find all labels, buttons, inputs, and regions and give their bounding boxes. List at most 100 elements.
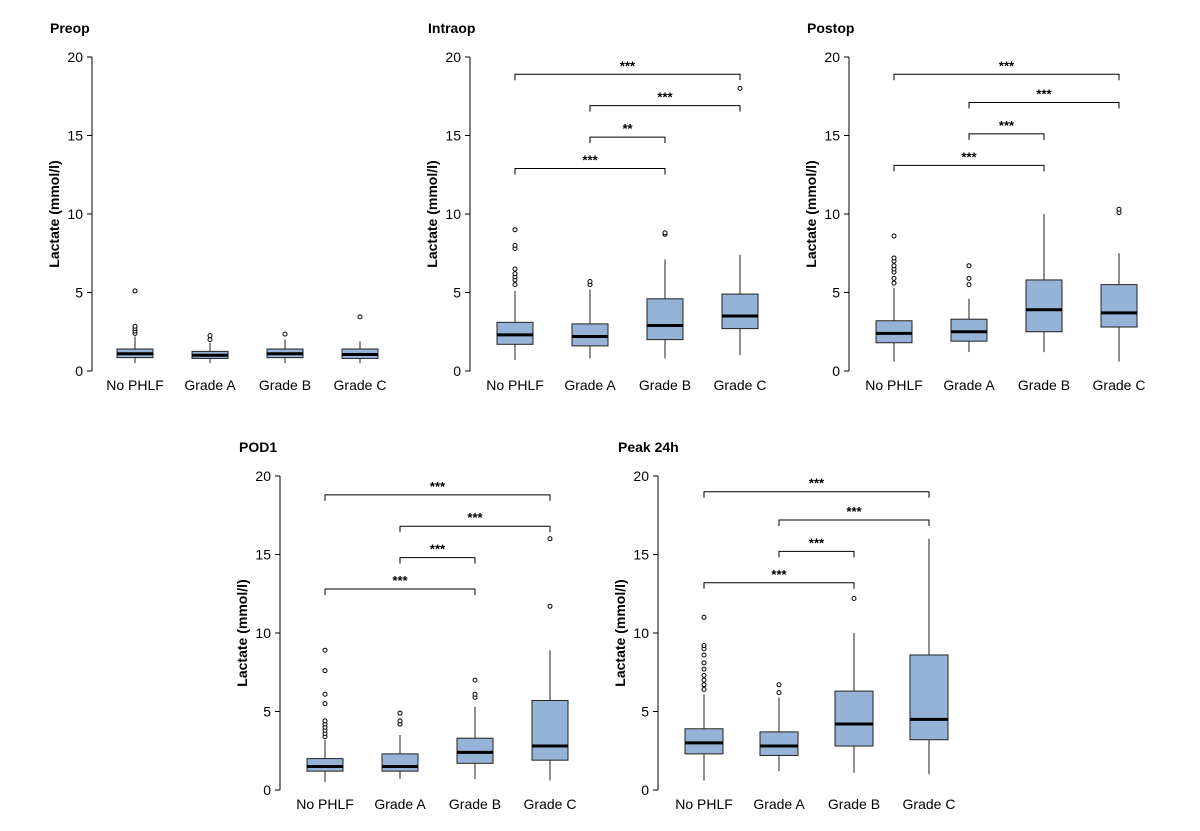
x-tick-label: Grade A [184,377,236,393]
chart-title: Intraop [428,20,476,36]
significance-bracket [324,588,476,596]
x-tick-label: Grade A [564,377,616,393]
box-iqr [571,323,609,347]
significance-bracket [893,164,1045,172]
outlier-point [891,255,897,261]
outlier-point [776,682,782,688]
outlier-point [512,227,518,233]
significance-bracket [399,525,551,533]
outlier-point [547,603,553,609]
significance-label: *** [467,510,483,525]
chart-svg: 0 5 10 15 20 Lactate (mmol/l) No PHLF Grade A Gr… [612,468,955,812]
chart-svg: 0 5 10 15 20 Lactate (mmol/l) No PHLF Grade A Gr… [234,468,577,812]
significance-label: *** [961,149,977,164]
outlier-point [132,323,138,329]
significance-bracket [968,133,1045,140]
chart-title: Postop [807,20,855,36]
significance-label: *** [1036,87,1052,102]
significance-label: *** [657,90,673,105]
significance-bracket [778,519,930,526]
outlier-point [512,266,518,272]
significance-label: *** [620,58,636,73]
significance-bracket [399,557,476,564]
significance-bracket [589,136,666,144]
chart-panel-intraop: Intraop 0 5 10 15 20 Lactate (mmol/l) No PHLF G… [380,0,780,410]
y-tick-label: 0 [263,782,271,798]
x-tick-label: No PHLF [296,796,354,812]
outlier-point [891,280,897,286]
x-tick-label: Grade B [1018,377,1070,393]
outlier-point [891,263,897,269]
x-tick-label: Grade A [943,377,995,393]
box-iqr [1025,279,1063,333]
box-iqr [909,654,949,741]
box-iqr [834,690,874,747]
chart-svg: 0 5 10 15 20 Lactate (mmol/l) No PHLF Grade A Gr… [46,49,387,393]
outlier-point [701,682,707,688]
outlier-point [207,333,213,339]
y-tick-label: 5 [263,704,271,720]
y-tick-label: 10 [445,206,461,222]
y-tick-label: 10 [255,625,271,641]
outlier-point [397,718,403,724]
outlier-point [662,230,668,236]
chart-panel-peak-24h: Peak 24h 0 5 10 15 20 Lactate (mmol/l) No PHLF… [570,418,970,831]
x-tick-label: Grade C [524,796,577,812]
significance-bracket [514,167,666,175]
y-tick-label: 15 [255,547,271,563]
chart-panel-postop: Postop 0 5 10 15 20 Lactate (mmol/l) No PHLF Gr… [758,0,1158,410]
outlier-point [737,85,743,91]
x-tick-label: Grade C [334,377,387,393]
box-iqr [306,758,344,772]
significance-bracket [968,102,1120,109]
box-iqr [950,318,988,342]
y-tick-label: 20 [67,49,83,65]
chart-svg: 0 5 10 15 20 Lactate (mmol/l) No PHLF Grade A Gr… [803,49,1146,393]
outlier-point [701,677,707,683]
outlier-point [322,691,328,697]
y-axis-title: Lactate (mmol/l) [803,160,819,267]
outlier-point [512,282,518,288]
outlier-point [966,263,972,269]
outlier-point [322,647,328,653]
y-tick-label: 5 [75,285,83,301]
chart-title: POD1 [239,439,278,455]
outlier-point [966,282,972,288]
significance-label: ** [622,121,633,136]
outlier-point [322,718,328,724]
outlier-point [547,536,553,542]
significance-label: *** [809,535,825,550]
box-iqr [381,753,419,772]
y-tick-label: 15 [824,128,840,144]
x-tick-label: No PHLF [675,796,733,812]
outlier-point [851,595,857,601]
box-iqr [496,321,534,345]
y-axis-title: Lactate (mmol/l) [612,579,628,686]
y-tick-label: 0 [75,363,83,379]
y-tick-label: 10 [633,625,649,641]
significance-label: *** [846,504,862,519]
x-tick-label: Grade B [639,377,691,393]
box-iqr [456,737,494,764]
significance-label: *** [392,573,408,588]
outlier-point [512,242,518,248]
outlier-point [357,314,363,320]
x-tick-label: Grade C [714,377,767,393]
y-tick-label: 10 [67,206,83,222]
outlier-point [282,331,288,337]
significance-bracket [514,73,741,81]
chart-title: Preop [50,20,90,36]
chart-panel-preop: Preop 0 5 10 15 20 Lactate (mmol/l) No PHLF Gra… [0,0,400,410]
significance-label: *** [999,58,1015,73]
outlier-point [701,672,707,678]
y-tick-label: 10 [824,206,840,222]
significance-label: *** [430,542,446,557]
outlier-point [472,677,478,683]
significance-bracket [778,550,855,558]
significance-bracket [589,105,741,112]
significance-label: *** [582,152,598,167]
x-tick-label: Grade C [1093,377,1146,393]
y-tick-label: 5 [453,285,461,301]
significance-bracket [703,491,930,498]
y-tick-label: 20 [445,49,461,65]
